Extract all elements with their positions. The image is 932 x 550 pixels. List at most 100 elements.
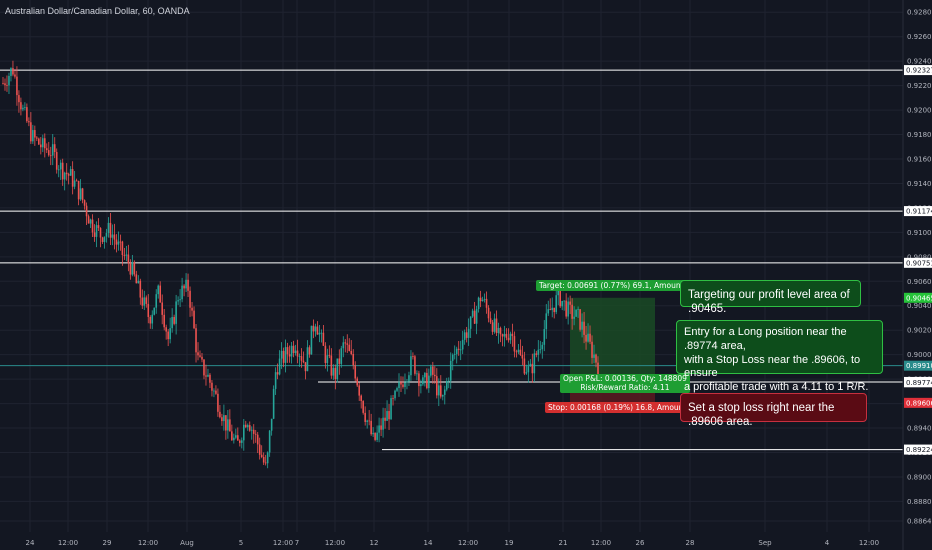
candle-body[interactable] — [266, 452, 269, 464]
candle-body[interactable] — [79, 188, 82, 200]
candle-body[interactable] — [521, 354, 524, 359]
candle-body[interactable] — [374, 432, 376, 440]
candle-body[interactable] — [47, 150, 50, 156]
candle-body[interactable] — [95, 225, 98, 237]
candle-body[interactable] — [6, 85, 8, 86]
candle-body[interactable] — [239, 440, 241, 443]
candle-body[interactable] — [143, 297, 146, 306]
candle-body[interactable] — [155, 294, 158, 308]
candle-body[interactable] — [225, 415, 227, 431]
candle-body[interactable] — [231, 431, 233, 441]
candle-body[interactable] — [312, 325, 315, 332]
candle-body[interactable] — [111, 234, 114, 238]
candle-body[interactable] — [436, 376, 438, 396]
time-axis[interactable]: 24 12:00 29 12:00 Aug 5 12:00 7 12:00 12 14 12:00 19… — [26, 539, 880, 547]
candle-body[interactable] — [69, 169, 72, 176]
candle-body[interactable] — [459, 349, 462, 351]
candle-body[interactable] — [272, 388, 275, 419]
candle-body[interactable] — [163, 314, 165, 328]
candle-body[interactable] — [396, 388, 398, 391]
candle-body[interactable] — [145, 297, 148, 304]
candle-body[interactable] — [336, 358, 339, 380]
candle-body[interactable] — [445, 381, 448, 390]
candle-body[interactable] — [364, 412, 366, 422]
candle-body[interactable] — [119, 241, 122, 243]
candle-body[interactable] — [324, 345, 327, 364]
candle-body[interactable] — [179, 299, 181, 301]
candle-body[interactable] — [561, 300, 563, 307]
candle-body[interactable] — [24, 107, 26, 108]
candle-body[interactable] — [352, 353, 355, 366]
candle-body[interactable] — [370, 420, 372, 435]
candle-body[interactable] — [49, 155, 52, 157]
candle-body[interactable] — [65, 172, 68, 175]
candle-body[interactable] — [262, 457, 265, 463]
candle-body[interactable] — [461, 339, 464, 350]
candle-body[interactable] — [308, 347, 311, 355]
candle-body[interactable] — [422, 377, 424, 385]
candle-body[interactable] — [368, 420, 370, 422]
candle-body[interactable] — [408, 375, 410, 382]
candle-body[interactable] — [159, 285, 162, 303]
candle-body[interactable] — [441, 394, 444, 397]
candle-body[interactable] — [18, 95, 20, 103]
candle-body[interactable] — [195, 328, 197, 353]
candle-body[interactable] — [258, 444, 261, 455]
candle-body[interactable] — [545, 313, 548, 330]
candle-body[interactable] — [414, 356, 416, 374]
candle-body[interactable] — [252, 429, 255, 434]
candle-body[interactable] — [270, 418, 273, 431]
candle-body[interactable] — [511, 333, 514, 337]
candle-body[interactable] — [81, 188, 84, 201]
candle-body[interactable] — [595, 354, 597, 363]
candle-body[interactable] — [465, 332, 468, 338]
candle-body[interactable] — [63, 172, 66, 180]
candle-body[interactable] — [41, 138, 44, 148]
candle-body[interactable] — [83, 200, 86, 206]
candle-body[interactable] — [109, 222, 112, 238]
candle-body[interactable] — [539, 349, 542, 350]
candle-body[interactable] — [121, 241, 124, 256]
candle-body[interactable] — [479, 297, 482, 302]
candle-body[interactable] — [2, 83, 4, 84]
candle-body[interactable] — [569, 301, 571, 305]
candle-body[interactable] — [107, 222, 110, 234]
candle-body[interactable] — [280, 350, 283, 359]
candle-body[interactable] — [302, 360, 305, 363]
candle-body[interactable] — [404, 382, 406, 387]
candle-body[interactable] — [501, 334, 504, 337]
candle-body[interactable] — [533, 353, 536, 374]
candle-body[interactable] — [555, 295, 558, 313]
candle-body[interactable] — [438, 385, 440, 396]
candle-body[interactable] — [32, 130, 34, 142]
candle-body[interactable] — [201, 356, 203, 360]
candle-body[interactable] — [38, 138, 40, 145]
candle-body[interactable] — [384, 417, 386, 421]
candle-body[interactable] — [304, 362, 307, 372]
candle-body[interactable] — [141, 297, 144, 306]
candle-body[interactable] — [103, 236, 106, 242]
candle-body[interactable] — [173, 317, 175, 324]
candle-body[interactable] — [43, 138, 46, 149]
candle-body[interactable] — [356, 378, 359, 386]
candle-body[interactable] — [16, 76, 18, 96]
candle-body[interactable] — [73, 180, 76, 187]
candle-body[interactable] — [388, 411, 390, 420]
candle-body[interactable] — [205, 375, 207, 377]
candle-body[interactable] — [398, 382, 400, 389]
candle-body[interactable] — [587, 333, 589, 342]
candle-body[interactable] — [75, 180, 78, 182]
candle-body[interactable] — [294, 350, 297, 354]
candle-body[interactable] — [475, 309, 478, 324]
candle-body[interactable] — [28, 121, 30, 123]
candle-body[interactable] — [432, 366, 434, 375]
candle-body[interactable] — [306, 347, 309, 372]
candle-body[interactable] — [36, 137, 38, 139]
candle-body[interactable] — [366, 420, 368, 422]
candle-body[interactable] — [481, 299, 484, 302]
candle-body[interactable] — [233, 437, 235, 441]
candle-body[interactable] — [314, 326, 317, 332]
candle-body[interactable] — [91, 219, 94, 233]
candle-body[interactable] — [453, 354, 456, 356]
candle-body[interactable] — [221, 417, 223, 422]
